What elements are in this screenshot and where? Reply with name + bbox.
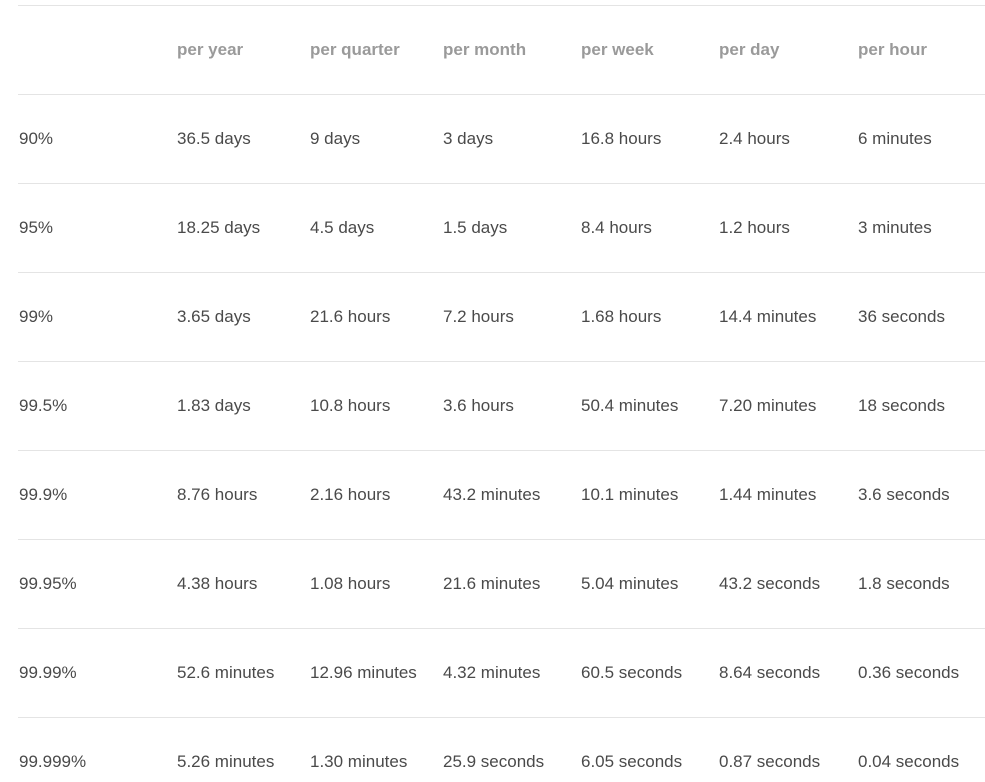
- table-cell: 8.4 hours: [580, 183, 718, 273]
- table-cell: 5.04 minutes: [580, 539, 718, 629]
- table-cell: 10.1 minutes: [580, 450, 718, 540]
- table-cell: 14.4 minutes: [718, 272, 857, 362]
- table-cell: 5.26 minutes: [176, 717, 309, 782]
- row-label-cell: 99.999%: [18, 717, 176, 782]
- table-cell: 0.04 seconds: [857, 717, 985, 782]
- table-cell: 3 minutes: [857, 183, 985, 273]
- row-label-cell: 95%: [18, 183, 176, 273]
- table-cell: 0.87 seconds: [718, 717, 857, 782]
- table-cell: 0.36 seconds: [857, 628, 985, 718]
- table-cell: 1.44 minutes: [718, 450, 857, 540]
- table-row: 99% 3.65 days 21.6 hours 7.2 hours 1.68 …: [18, 272, 985, 362]
- table-cell: 4.38 hours: [176, 539, 309, 629]
- header-cell-per-hour: per hour: [857, 5, 985, 95]
- table-cell: 3.6 hours: [442, 361, 580, 451]
- header-row: per year per quarter per month per week …: [18, 5, 985, 95]
- table-cell: 9 days: [309, 94, 442, 184]
- table-cell: 43.2 minutes: [442, 450, 580, 540]
- header-cell-availability: [18, 5, 176, 95]
- row-label-cell: 99.99%: [18, 628, 176, 718]
- table-cell: 1.2 hours: [718, 183, 857, 273]
- table-cell: 7.2 hours: [442, 272, 580, 362]
- table-cell: 6 minutes: [857, 94, 985, 184]
- table-cell: 60.5 seconds: [580, 628, 718, 718]
- table-cell: 18.25 days: [176, 183, 309, 273]
- table-cell: 3 days: [442, 94, 580, 184]
- table-cell: 52.6 minutes: [176, 628, 309, 718]
- table-cell: 25.9 seconds: [442, 717, 580, 782]
- table-cell: 8.64 seconds: [718, 628, 857, 718]
- table-cell: 36.5 days: [176, 94, 309, 184]
- table-row: 90% 36.5 days 9 days 3 days 16.8 hours 2…: [18, 94, 985, 184]
- table-row: 99.95% 4.38 hours 1.08 hours 21.6 minute…: [18, 539, 985, 629]
- table-cell: 12.96 minutes: [309, 628, 442, 718]
- table-cell: 1.08 hours: [309, 539, 442, 629]
- table-cell: 1.30 minutes: [309, 717, 442, 782]
- table-row: 99.9% 8.76 hours 2.16 hours 43.2 minutes…: [18, 450, 985, 540]
- header-cell-per-month: per month: [442, 5, 580, 95]
- header-cell-per-week: per week: [580, 5, 718, 95]
- table-cell: 21.6 hours: [309, 272, 442, 362]
- table-row: 99.999% 5.26 minutes 1.30 minutes 25.9 s…: [18, 717, 985, 782]
- table-cell: 50.4 minutes: [580, 361, 718, 451]
- header-cell-per-year: per year: [176, 5, 309, 95]
- table-cell: 1.5 days: [442, 183, 580, 273]
- table-cell: 7.20 minutes: [718, 361, 857, 451]
- table-row: 99.5% 1.83 days 10.8 hours 3.6 hours 50.…: [18, 361, 985, 451]
- row-label-cell: 99.95%: [18, 539, 176, 629]
- availability-downtime-table: per year per quarter per month per week …: [18, 5, 985, 782]
- table-cell: 4.32 minutes: [442, 628, 580, 718]
- header-cell-per-quarter: per quarter: [309, 5, 442, 95]
- table-cell: 18 seconds: [857, 361, 985, 451]
- availability-table-container: per year per quarter per month per week …: [18, 0, 985, 782]
- table-cell: 1.68 hours: [580, 272, 718, 362]
- table-cell: 21.6 minutes: [442, 539, 580, 629]
- table-cell: 43.2 seconds: [718, 539, 857, 629]
- header-cell-per-day: per day: [718, 5, 857, 95]
- table-cell: 8.76 hours: [176, 450, 309, 540]
- table-cell: 3.6 seconds: [857, 450, 985, 540]
- row-label-cell: 99%: [18, 272, 176, 362]
- row-label-cell: 99.5%: [18, 361, 176, 451]
- table-cell: 6.05 seconds: [580, 717, 718, 782]
- table-cell: 2.16 hours: [309, 450, 442, 540]
- table-cell: 4.5 days: [309, 183, 442, 273]
- table-cell: 2.4 hours: [718, 94, 857, 184]
- table-row: 99.99% 52.6 minutes 12.96 minutes 4.32 m…: [18, 628, 985, 718]
- table-row: 95% 18.25 days 4.5 days 1.5 days 8.4 hou…: [18, 183, 985, 273]
- table-cell: 36 seconds: [857, 272, 985, 362]
- table-cell: 16.8 hours: [580, 94, 718, 184]
- table-cell: 3.65 days: [176, 272, 309, 362]
- row-label-cell: 90%: [18, 94, 176, 184]
- row-label-cell: 99.9%: [18, 450, 176, 540]
- table-cell: 1.83 days: [176, 361, 309, 451]
- table-cell: 10.8 hours: [309, 361, 442, 451]
- table-cell: 1.8 seconds: [857, 539, 985, 629]
